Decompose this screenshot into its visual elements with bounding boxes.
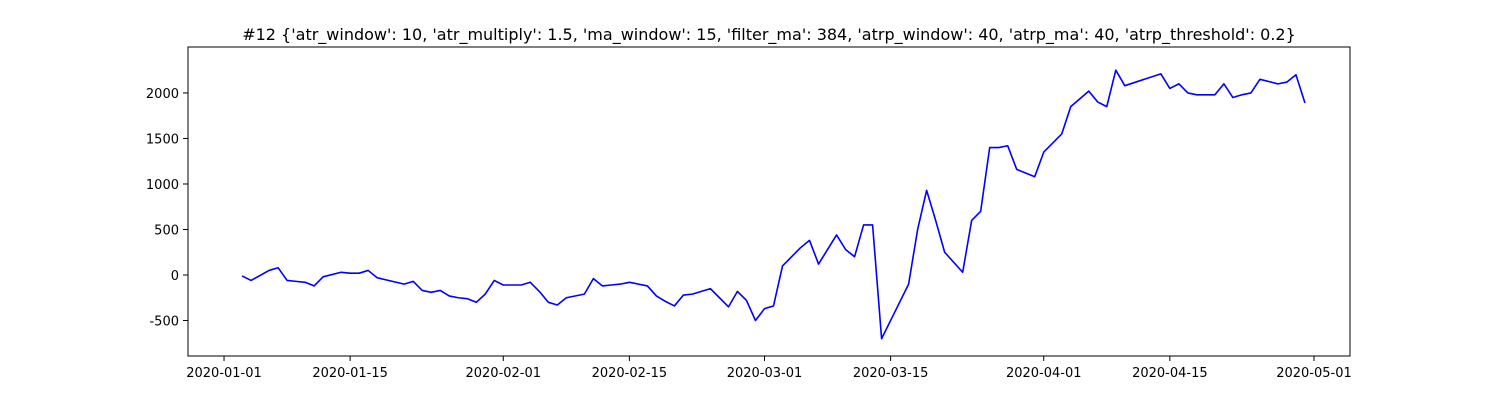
y-tick-label: 0 (171, 269, 179, 284)
plot-frame (187, 46, 1351, 357)
line (241, 69, 1306, 340)
x-tick-label: 2020-05-01 (1276, 366, 1352, 381)
x-tick-label: 2020-04-15 (1132, 366, 1208, 381)
y-tick-label: 2000 (146, 87, 179, 102)
y-tick-label: 1500 (146, 132, 179, 147)
y-tick-label: -500 (149, 315, 179, 330)
x-tick-label: 2020-04-01 (1006, 366, 1082, 381)
y-tick-label: 1000 (146, 178, 179, 193)
x-tick-label: 2020-01-15 (312, 366, 388, 381)
x-tick-label: 2020-03-01 (727, 366, 803, 381)
x-tick-label: 2020-02-01 (465, 366, 541, 381)
x-tick-label: 2020-02-15 (592, 366, 668, 381)
y-tick-label: 500 (154, 223, 179, 238)
x-tick-label: 2020-03-15 (853, 366, 929, 381)
x-tick-label: 2020-01-01 (186, 366, 262, 381)
chart-title: #12 {'atr_window': 10, 'atr_multiply': 1… (242, 25, 1296, 45)
